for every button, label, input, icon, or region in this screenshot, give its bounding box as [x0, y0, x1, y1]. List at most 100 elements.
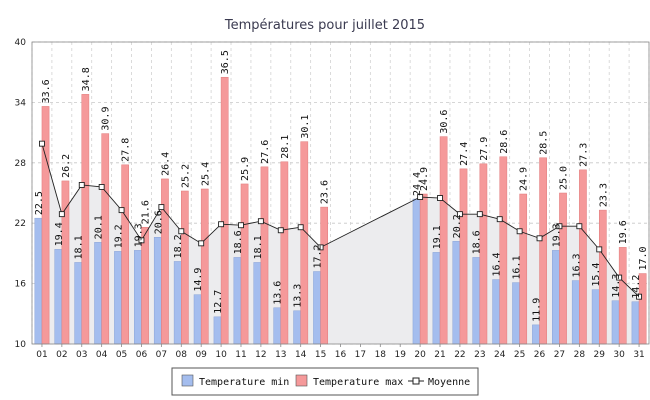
data-label-max: 28.5 — [539, 131, 550, 155]
y-tick-label: 22 — [15, 219, 26, 229]
bar-min — [114, 251, 122, 345]
x-tick-label: 13 — [275, 350, 286, 360]
x-tick-label: 08 — [176, 350, 188, 360]
x-tick-label: 05 — [116, 350, 127, 360]
data-label-max: 27.3 — [578, 143, 589, 167]
data-label-min: 16.1 — [512, 255, 523, 279]
data-label-max: 30.6 — [439, 110, 450, 134]
data-label-min: 14.3 — [611, 274, 622, 298]
data-label-min: 18.2 — [173, 234, 184, 258]
average-point — [118, 207, 125, 214]
average-point — [178, 228, 185, 235]
bar-min — [34, 217, 43, 345]
chart-title: Températures pour juillet 2015 — [224, 18, 425, 33]
bar-max — [121, 164, 129, 345]
data-label-max: 30.9 — [101, 107, 112, 131]
data-label-max: 27.6 — [260, 140, 271, 164]
y-tick-label: 10 — [15, 340, 27, 350]
x-tick-label: 26 — [534, 350, 546, 360]
x-tick-label: 15 — [315, 350, 326, 360]
data-label-max: 25.0 — [559, 166, 570, 190]
data-label-min: 18.1 — [74, 235, 85, 259]
average-point — [317, 244, 324, 251]
data-label-max: 23.3 — [598, 183, 609, 207]
bar-min — [591, 289, 600, 345]
average-point — [536, 235, 543, 242]
x-tick-label: 22 — [454, 350, 465, 360]
average-point — [158, 204, 165, 211]
data-label-max: 24.9 — [419, 167, 430, 191]
bar-min — [273, 307, 282, 345]
data-label-max: 17.0 — [638, 246, 649, 270]
data-label-max: 36.5 — [220, 50, 231, 74]
bar-min — [213, 316, 222, 345]
average-point — [417, 194, 424, 200]
data-label-max: 28.6 — [499, 130, 510, 154]
average-area — [41, 143, 640, 344]
average-point — [277, 227, 284, 234]
legend-swatch-max — [295, 374, 308, 387]
average-point — [596, 246, 603, 253]
data-label-min: 11.9 — [531, 298, 542, 322]
average-point — [556, 223, 563, 230]
bar-min — [94, 242, 102, 345]
data-label-min: 14.9 — [193, 268, 204, 292]
bar-max — [419, 193, 428, 345]
bar-min — [472, 257, 481, 345]
bar-min — [412, 198, 421, 345]
data-label-min: 19.3 — [551, 223, 562, 247]
average-point — [58, 211, 65, 218]
data-label-max: 26.2 — [61, 154, 72, 178]
x-tick-label: 03 — [76, 350, 87, 360]
data-label-min: 20.1 — [94, 215, 105, 239]
data-label-max: 25.9 — [240, 157, 251, 181]
x-tick-label: 07 — [156, 350, 167, 360]
x-tick-label: 31 — [633, 350, 644, 360]
bar-max — [81, 94, 90, 345]
average-point — [198, 240, 205, 247]
x-tick-label: 23 — [474, 350, 485, 360]
data-label-max: 28.1 — [280, 135, 291, 159]
data-label-max: 27.8 — [121, 138, 132, 162]
average-point — [476, 211, 483, 218]
data-label-min: 18.6 — [472, 230, 483, 254]
data-label-min: 20.6 — [153, 210, 164, 234]
data-label-min: 22.5 — [34, 191, 45, 215]
bar-min — [492, 279, 500, 345]
average-point — [576, 223, 583, 230]
x-tick-label: 12 — [255, 350, 266, 360]
data-label-min: 17.2 — [313, 244, 324, 268]
bar-min — [571, 280, 580, 345]
data-label-min: 19.4 — [54, 222, 65, 246]
bar-min — [452, 241, 461, 345]
average-point — [138, 237, 145, 244]
bar-min — [253, 262, 262, 345]
x-tick-label: 10 — [215, 350, 227, 360]
bar-min — [173, 261, 182, 345]
legend-label-min: Temperature min — [199, 377, 289, 388]
bar-max — [181, 190, 189, 345]
bar-min — [611, 300, 620, 345]
bar-min — [313, 271, 321, 345]
bar-min — [153, 237, 162, 345]
bar-max — [559, 192, 567, 345]
average-point — [437, 195, 443, 201]
bar-max — [499, 156, 508, 345]
average-point — [297, 224, 304, 231]
y-tick-label: 16 — [15, 280, 27, 290]
y-tick-label: 34 — [15, 98, 27, 108]
average-point — [78, 181, 85, 188]
data-label-max: 30.1 — [300, 115, 311, 139]
average-point — [39, 140, 45, 147]
bar-max — [300, 141, 309, 345]
legend-label-max: Temperature max — [313, 377, 403, 388]
data-label-min: 16.4 — [492, 252, 503, 276]
x-tick-label: 11 — [235, 350, 246, 360]
data-label-min: 18.6 — [233, 230, 244, 254]
average-point — [456, 211, 463, 218]
x-tick-label: 29 — [594, 350, 606, 360]
data-label-min: 24.4 — [412, 172, 423, 196]
data-label-min: 13.3 — [293, 284, 304, 308]
data-label-max: 33.6 — [41, 79, 52, 103]
